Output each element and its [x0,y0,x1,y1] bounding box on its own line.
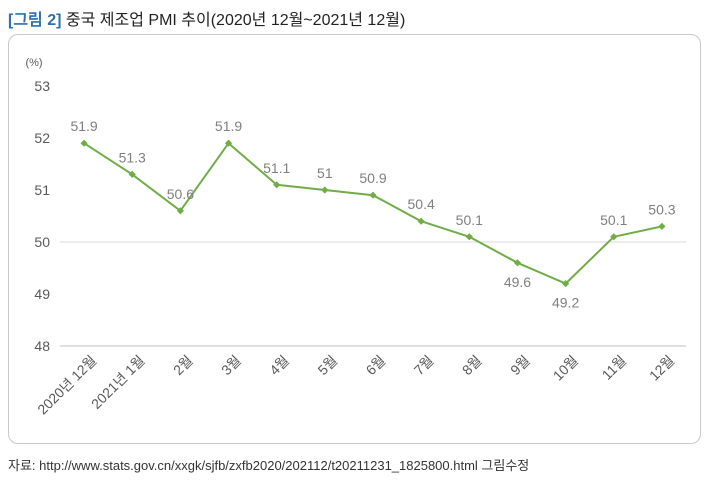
pmi-series-line [83,142,663,285]
x-tick-label: 9월 [507,352,533,378]
x-tick-label: 11월 [599,352,630,383]
data-point [80,139,88,147]
data-point [562,280,570,288]
x-tick-label: 12월 [646,352,677,383]
x-tick-label: 4월 [266,352,292,378]
data-label: 50.3 [648,201,675,217]
data-point [176,207,184,215]
data-point [513,259,522,267]
data-label: 50.6 [167,186,194,202]
data-point [417,217,425,225]
source-note: 자료: http://www.stats.gov.cn/xxgk/sjfb/zx… [8,458,530,473]
x-tick-label: 7월 [411,352,437,378]
y-axis-unit: (%) [25,57,42,69]
data-label: 50.1 [600,212,627,228]
y-tick-label: 49 [34,286,50,302]
data-label: 51 [317,165,333,181]
chart-frame [8,34,701,444]
figure-title: [그림 2] 중국 제조업 PMI 추이(2020년 12월~2021년 12월… [8,6,405,30]
x-tick-label: 10월 [550,352,581,383]
data-point [610,233,618,241]
data-point [658,222,666,230]
y-tick-label: 48 [34,338,50,354]
data-label: 51.9 [215,118,242,134]
figure-number: [그림 2] [8,12,62,29]
data-label: 51.9 [70,118,97,134]
data-label: 50.1 [456,212,483,228]
data-label: 49.6 [504,274,531,290]
data-label: 51.3 [119,149,146,165]
y-tick-label: 52 [34,130,50,146]
x-tick-label: 6월 [363,352,389,378]
y-tick-label: 51 [34,182,50,198]
x-tick-label: 3월 [218,352,244,378]
x-tick-label: 5월 [314,352,340,378]
data-label: 50.9 [359,170,386,186]
data-label: 49.2 [552,295,579,311]
data-point [321,186,329,194]
data-point [465,233,473,241]
y-tick-label: 50 [34,234,50,250]
data-label: 51.1 [263,160,290,176]
data-point [128,170,136,178]
figure-title-text: 중국 제조업 PMI 추이(2020년 12월~2021년 12월) [65,12,406,29]
y-tick-label: 53 [34,78,50,94]
x-tick-label: 2020년 12월 [34,352,99,417]
data-point [369,191,377,199]
data-point [224,139,233,147]
data-point [273,181,281,189]
data-label: 50.4 [408,196,435,212]
x-tick-label: 2월 [170,352,196,378]
x-tick-label: 8월 [459,352,485,378]
